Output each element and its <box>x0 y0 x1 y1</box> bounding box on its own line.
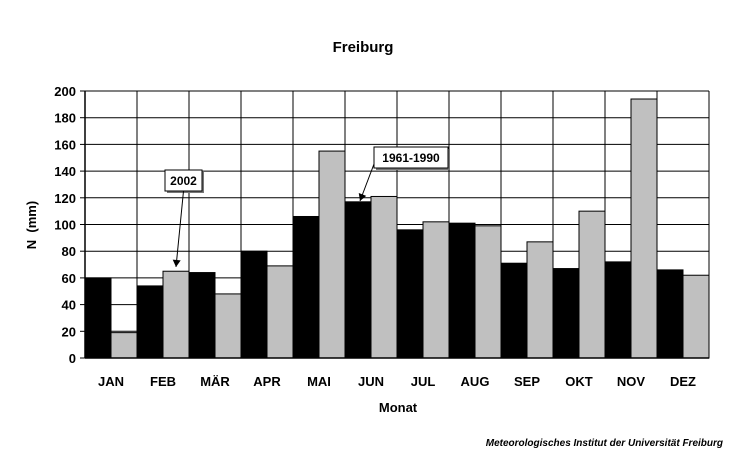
arrowhead-icon <box>358 193 367 201</box>
y-tick-label: 140 <box>54 164 76 179</box>
bar-aug-year <box>474 225 502 359</box>
y-tick-label: 40 <box>62 298 76 313</box>
y-tick-label: 60 <box>62 271 76 286</box>
bar-dez-normal <box>656 269 684 359</box>
bar-jun-year <box>370 195 398 359</box>
bar-mai-normal <box>292 215 320 359</box>
x-tick-label: FEB <box>150 374 176 389</box>
bar-aug-normal <box>448 222 476 359</box>
annotation-label: 2002 <box>170 174 197 188</box>
bar-mär-year <box>214 293 242 359</box>
bar-nov-normal <box>604 261 632 359</box>
x-tick-label: DEZ <box>670 374 696 389</box>
x-tick-labels: JAN FEB MÄR APR MAI JUN JUL AUG SEP OKT NOV DEZ <box>98 374 696 389</box>
x-tick-label: JUN <box>358 374 384 389</box>
y-tick-label: 200 <box>54 84 76 99</box>
arrowhead-icon <box>172 259 181 267</box>
x-tick-label: OKT <box>565 374 593 389</box>
bar-dez-year <box>682 274 710 359</box>
annotation-arrow-line <box>175 190 184 268</box>
bars <box>84 98 710 359</box>
y-tick-label: 80 <box>62 244 76 259</box>
x-axis-label: Monat <box>379 400 418 415</box>
bar-okt-year <box>578 210 606 359</box>
bar-feb-year <box>162 270 190 359</box>
x-tick-label: MAI <box>307 374 331 389</box>
bar-mai-year <box>318 150 346 359</box>
bar-jun-normal <box>344 201 372 359</box>
x-tick-label: APR <box>253 374 281 389</box>
bar-feb-normal <box>136 285 164 359</box>
y-tick-label: 180 <box>54 111 76 126</box>
chart-title: Freiburg <box>333 39 394 56</box>
axes <box>84 91 709 359</box>
y-tick-label: 160 <box>54 137 76 152</box>
x-tick-label: JUL <box>411 374 436 389</box>
x-tick-label: AUG <box>461 374 490 389</box>
annotation-box <box>373 146 449 169</box>
x-tick-label: MÄR <box>200 374 230 389</box>
bar-nov-year <box>630 98 658 359</box>
credit-text: Meteorologisches Institut der Universitä… <box>485 438 723 449</box>
bar-apr-year <box>266 265 294 359</box>
x-tick-label: JAN <box>98 374 124 389</box>
x-tick-label: NOV <box>617 374 646 389</box>
annotation-label: 1961-1990 <box>382 151 440 165</box>
bar-jul-year <box>422 221 450 359</box>
y-tick-label: 100 <box>54 218 76 233</box>
bar-sep-normal <box>500 262 528 359</box>
y-tick-label: 0 <box>69 351 76 366</box>
annotations: 2002 1961-1990 <box>164 146 450 268</box>
bar-apr-normal <box>240 250 268 359</box>
bar-mär-normal <box>188 272 216 359</box>
y-tick-label: 120 <box>54 191 76 206</box>
bar-jan-normal <box>84 277 112 359</box>
bar-jan-year <box>110 332 138 359</box>
bar-sep-year <box>526 241 554 359</box>
y-tick-label: 20 <box>62 324 76 339</box>
y-tick-labels: 0 20 40 60 80 100 120 140 160 180 200 <box>54 84 76 366</box>
bar-okt-normal <box>552 268 580 359</box>
x-tick-label: SEP <box>514 374 540 389</box>
bar-jul-normal <box>396 229 424 359</box>
y-axis-label: N (mm) <box>24 201 39 249</box>
